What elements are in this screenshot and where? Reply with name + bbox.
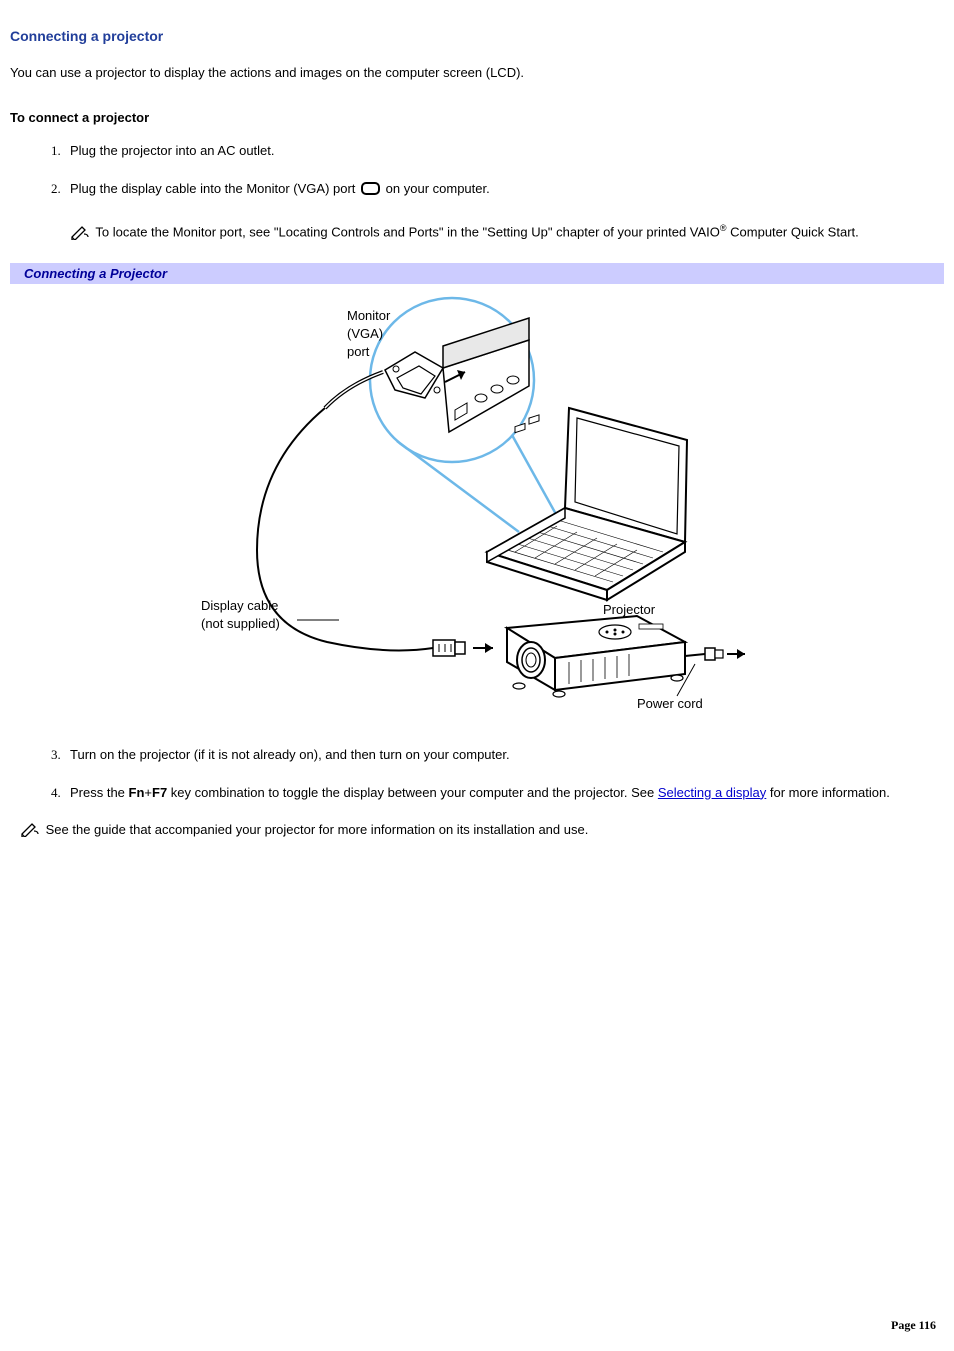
- label-monitor-3: port: [347, 344, 370, 359]
- pencil-icon: [20, 822, 40, 843]
- step-1: Plug the projector into an AC outlet.: [64, 141, 944, 161]
- step-4-c: for more information.: [766, 785, 890, 800]
- label-monitor-2: (VGA): [347, 326, 383, 341]
- step-2: Plug the display cable into the Monitor …: [64, 179, 944, 245]
- vga-port-icon: [361, 182, 380, 195]
- fn-key: Fn: [129, 785, 145, 800]
- f7-key: F7: [152, 785, 167, 800]
- page-number: Page 116: [891, 1318, 936, 1333]
- step-2-note-b: Computer Quick Start.: [727, 225, 859, 240]
- step-3: Turn on the projector (if it is not alre…: [64, 745, 944, 765]
- selecting-display-link[interactable]: Selecting a display: [658, 785, 766, 800]
- step-2-text-b: on your computer.: [382, 181, 490, 196]
- figure-caption: Connecting a Projector: [10, 263, 944, 284]
- figure: Monitor (VGA) port Display cable (not su…: [10, 284, 944, 745]
- step-2-text-a: Plug the display cable into the Monitor …: [70, 181, 359, 196]
- footer-note: See the guide that accompanied your proj…: [20, 820, 944, 843]
- step-4-b: key combination to toggle the display be…: [167, 785, 658, 800]
- label-cable-2: (not supplied): [201, 616, 280, 631]
- cable-connector: [433, 640, 493, 656]
- projector-drawing: [507, 616, 685, 697]
- sub-heading: To connect a projector: [10, 110, 944, 125]
- laptop-drawing: [487, 408, 687, 600]
- label-power: Power cord: [637, 696, 703, 711]
- plus: +: [144, 785, 152, 800]
- label-monitor-1: Monitor: [347, 308, 391, 323]
- label-cable-1: Display cable: [201, 598, 278, 613]
- step-2-note-a: To locate the Monitor port, see "Locatin…: [95, 225, 720, 240]
- registered-mark: ®: [720, 223, 727, 233]
- power-cord: [685, 648, 745, 660]
- step-4-a: Press the: [70, 785, 129, 800]
- step-2-note: To locate the Monitor port, see "Locatin…: [70, 222, 944, 245]
- intro-text: You can use a projector to display the a…: [10, 64, 944, 82]
- step-4: Press the Fn+F7 key combination to toggl…: [64, 783, 944, 803]
- section-title: Connecting a projector: [10, 28, 944, 44]
- footer-note-text: See the guide that accompanied your proj…: [46, 822, 589, 837]
- pencil-icon: [70, 225, 90, 246]
- label-projector: Projector: [603, 602, 656, 617]
- projector-diagram: Monitor (VGA) port Display cable (not su…: [197, 290, 757, 720]
